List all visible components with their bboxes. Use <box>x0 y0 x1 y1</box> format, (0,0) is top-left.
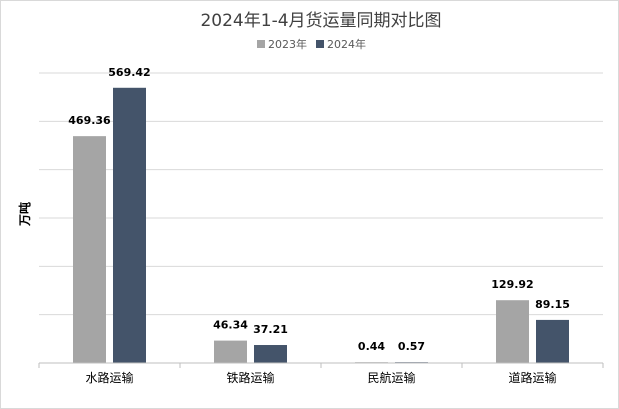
legend: 2023年 2024年 <box>257 37 366 51</box>
data-label: 569.42 <box>108 66 150 79</box>
x-tick-label: 民航运输 <box>367 370 415 385</box>
x-tick-label: 水路运输 <box>85 370 133 385</box>
bars <box>73 87 569 363</box>
bar <box>496 300 529 363</box>
legend-entry: 2023年 <box>268 37 307 51</box>
y-axis-label: 万吨 <box>17 202 32 227</box>
data-label: 129.92 <box>491 278 533 291</box>
data-labels: 469.36 569.42 46.34 37.21 0.44 0.57 129.9289.1… <box>68 66 570 353</box>
x-tick-label: 铁路运输 <box>226 370 274 385</box>
data-label: 89.15 <box>535 298 570 311</box>
legend-swatch <box>257 40 265 48</box>
x-axis: 水路运输 铁路运输 民航运输 道路运输 <box>38 362 604 385</box>
data-label: 37.21 <box>253 323 288 336</box>
chart-title: 2024年1-4月货运量同期对比图 <box>200 11 441 31</box>
bar <box>254 345 287 363</box>
data-label: 0.57 <box>398 340 425 353</box>
data-label: 0.44 <box>358 340 385 353</box>
bar <box>214 340 247 363</box>
legend-swatch <box>316 40 324 48</box>
bar <box>113 87 146 363</box>
data-label: 469.36 <box>68 114 111 127</box>
bar <box>536 319 569 363</box>
bar <box>73 136 106 363</box>
data-label: 46.34 <box>213 319 248 332</box>
legend-entry: 2024年 <box>327 37 366 51</box>
x-tick-label: 道路运输 <box>508 370 556 385</box>
